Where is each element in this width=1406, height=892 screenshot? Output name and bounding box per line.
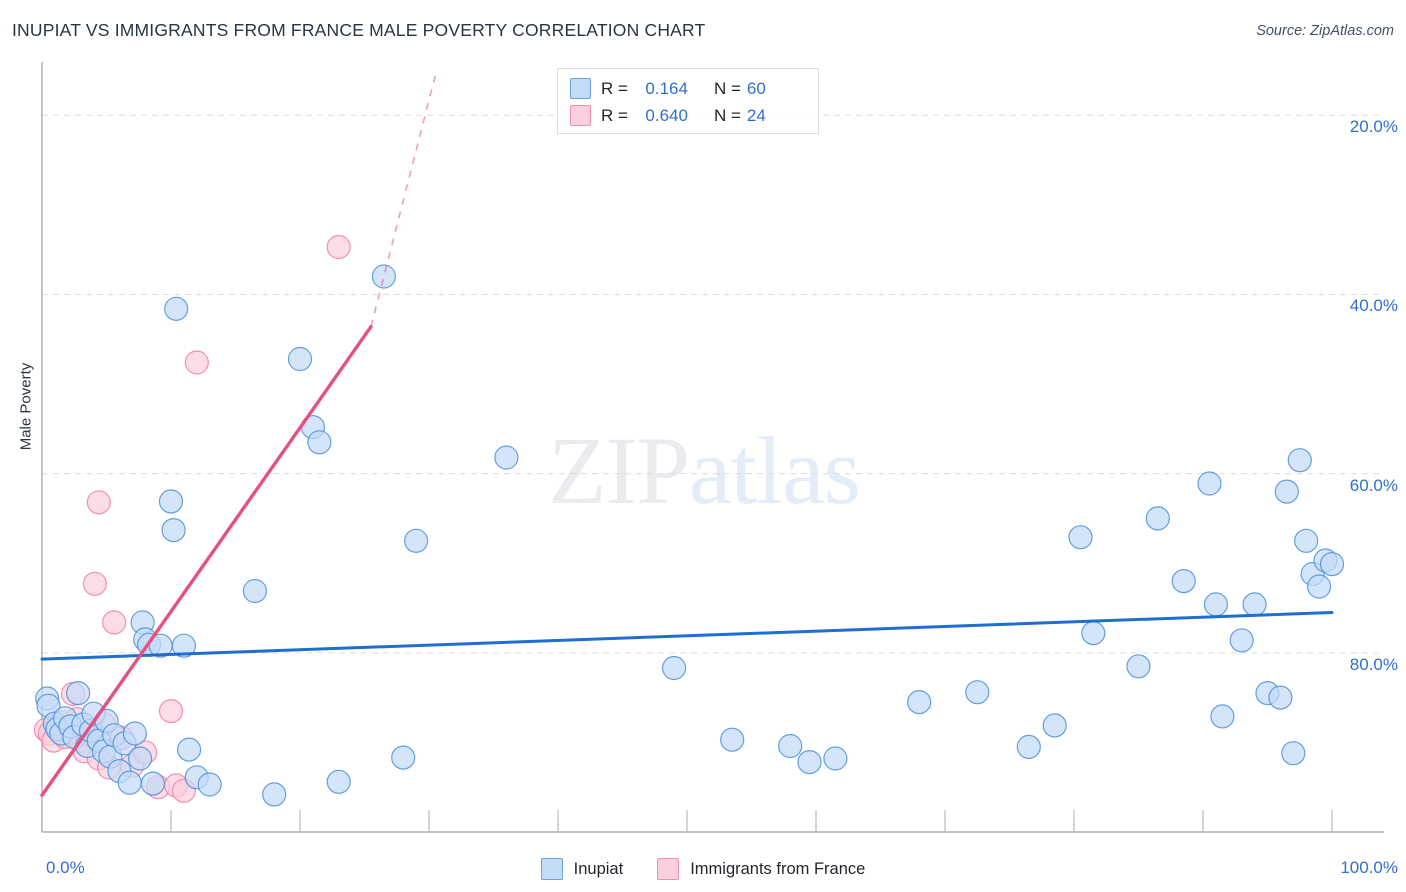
data-point — [371, 264, 396, 289]
data-point — [1274, 479, 1299, 504]
data-point — [391, 745, 416, 770]
stats-r-label-2: R = — [601, 105, 628, 125]
data-point — [1242, 592, 1267, 617]
data-point — [82, 571, 108, 596]
data-point — [1016, 734, 1041, 760]
data-point — [1229, 628, 1254, 653]
series-legend: Inupiat Immigrants from France — [0, 858, 1406, 880]
data-point — [720, 727, 745, 752]
legend-label-france: Immigrants from France — [690, 859, 866, 878]
data-point — [307, 430, 332, 455]
data-point — [1287, 448, 1312, 473]
legend-item-france[interactable]: Immigrants from France — [657, 858, 865, 880]
data-point — [158, 489, 184, 514]
y-axis-tick-60: 60.0% — [1349, 475, 1398, 495]
data-point — [1294, 528, 1319, 553]
stats-n-label: N = — [713, 78, 741, 98]
data-point — [1210, 704, 1235, 729]
data-point — [1281, 741, 1306, 766]
data-point — [161, 517, 186, 543]
data-point — [1145, 506, 1170, 531]
data-point — [404, 528, 429, 553]
data-point — [164, 296, 189, 321]
data-point — [1268, 685, 1293, 710]
trendline-france — [40, 325, 373, 797]
data-point — [86, 490, 111, 515]
stats-n-value-inupiat: 60 — [746, 78, 766, 98]
data-point — [242, 578, 267, 604]
stats-r-value-inupiat: 0.164 — [645, 78, 688, 98]
source-attribution: Source: ZipAtlas.com — [1256, 23, 1394, 39]
trendline-france-extension — [370, 74, 437, 327]
stats-n-value-france: 24 — [746, 105, 766, 125]
y-axis-tick-40: 40.0% — [1349, 296, 1398, 316]
stats-n-label-2: N = — [713, 105, 741, 125]
data-point — [158, 698, 184, 724]
data-point — [326, 234, 351, 260]
data-point — [177, 737, 202, 762]
x-axis-tick-min: 0.0% — [46, 858, 85, 877]
y-axis-tick-80: 80.0% — [1349, 654, 1398, 674]
trendline-inupiat — [40, 611, 1334, 661]
legend-item-inupiat[interactable]: Inupiat — [540, 858, 624, 880]
stats-r-label: R = — [601, 78, 628, 98]
data-point — [965, 680, 990, 705]
data-point — [1319, 551, 1345, 577]
data-point — [1081, 620, 1106, 646]
inupiat-swatch-icon — [570, 78, 591, 99]
data-point — [1068, 525, 1093, 550]
data-point — [1126, 654, 1151, 679]
data-point — [287, 346, 313, 372]
data-point — [797, 749, 822, 775]
y-axis-tick-20: 20.0% — [1349, 117, 1398, 137]
stats-row-inupiat: R = 0.164 N = 60 — [570, 75, 808, 102]
inupiat-legend-swatch-icon — [540, 858, 563, 880]
data-point — [197, 772, 222, 797]
data-point — [778, 733, 803, 759]
data-point — [262, 782, 287, 807]
data-point — [1042, 713, 1067, 738]
x-axis-tick-max: 100.0% — [1340, 858, 1398, 877]
data-point — [1171, 568, 1196, 594]
data-point — [823, 746, 848, 771]
data-point — [122, 721, 147, 746]
correlation-stats-box: R = 0.164 N = 60 R = 0.640 N = 24 — [557, 68, 819, 134]
data-point — [65, 680, 91, 706]
data-point — [907, 689, 932, 715]
data-point — [117, 770, 142, 795]
data-point — [127, 746, 153, 771]
stats-r-value-france: 0.640 — [645, 105, 688, 125]
france-swatch-icon — [570, 105, 591, 126]
data-point — [1203, 592, 1229, 617]
france-legend-swatch-icon — [657, 858, 680, 880]
data-point — [1306, 574, 1332, 599]
stats-row-france: R = 0.640 N = 24 — [570, 102, 808, 129]
data-point — [661, 655, 687, 681]
data-point — [1197, 471, 1222, 496]
data-point — [171, 633, 196, 658]
data-point — [140, 771, 165, 796]
data-point — [494, 445, 519, 470]
page-title: INUPIAT VS IMMIGRANTS FROM FRANCE MALE P… — [12, 20, 706, 40]
data-point — [326, 769, 351, 794]
data-point — [102, 610, 127, 635]
series-points-inupiat — [35, 264, 1345, 807]
legend-label-inupiat: Inupiat — [573, 859, 624, 878]
data-point — [184, 350, 209, 375]
